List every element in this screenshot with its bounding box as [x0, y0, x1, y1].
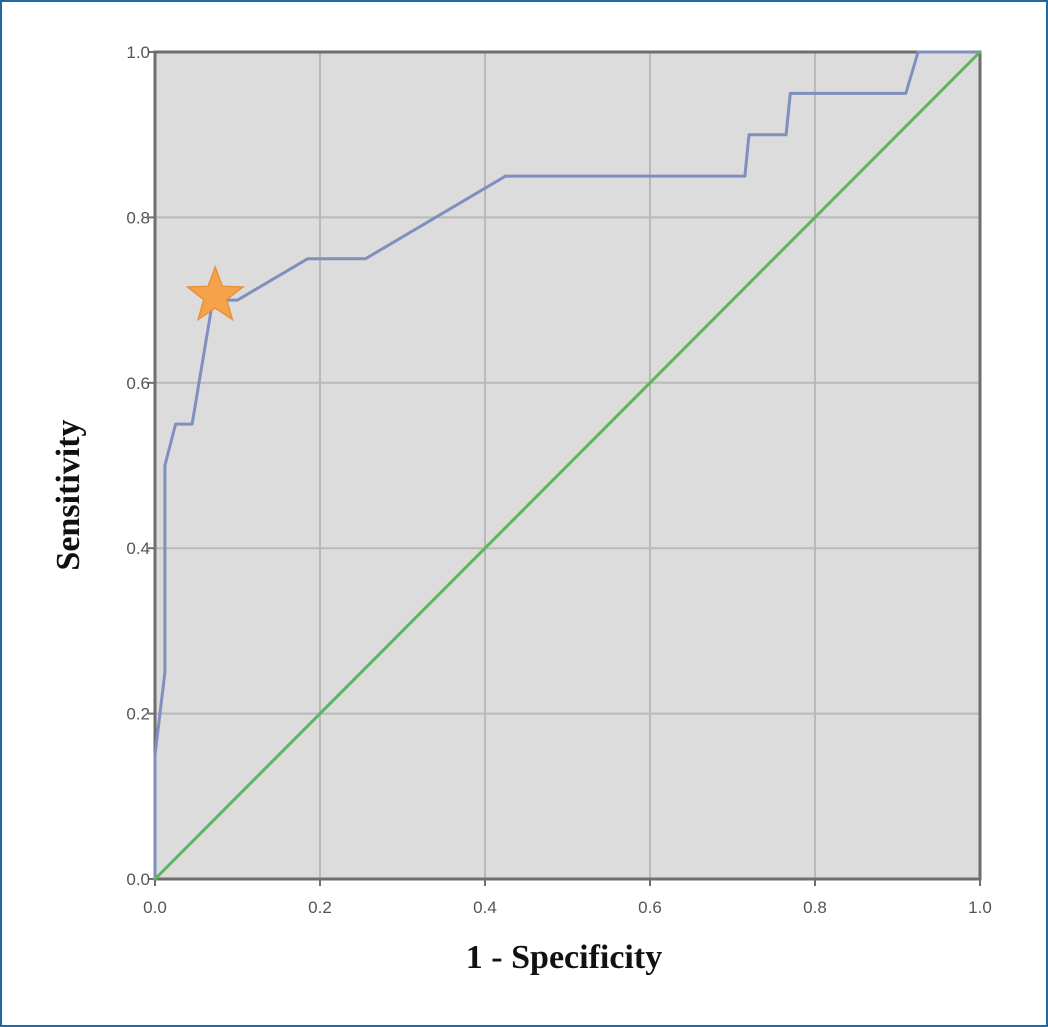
plot-border [153, 50, 982, 881]
x-tick-label: 0.0 [143, 898, 167, 917]
y-tick-labels: 0.0 0.2 0.4 0.6 0.8 1.0 [126, 43, 150, 889]
y-tick-label: 0.6 [126, 374, 150, 393]
series-group [153, 50, 982, 881]
roc-curve-line [153, 50, 982, 881]
optimal-cutoff-star-marker [185, 264, 245, 322]
x-tick-label: 0.2 [308, 898, 332, 917]
y-tick-label: 1.0 [126, 43, 150, 62]
y-tick-label: 0.8 [126, 208, 150, 227]
x-tick-label: 0.8 [803, 898, 827, 917]
y-axis-title: Sensitivity [50, 419, 87, 570]
y-tick-label: 0.0 [126, 870, 150, 889]
x-axis-title: 1 - Specificity [466, 939, 662, 976]
y-tick-label: 0.4 [126, 539, 150, 558]
axes [148, 50, 982, 886]
x-tick-label: 0.4 [473, 898, 497, 917]
reference-diagonal-line [153, 50, 982, 881]
x-tick-label: 0.6 [638, 898, 662, 917]
x-tick-label: 1.0 [968, 898, 992, 917]
y-tick-label: 0.2 [126, 705, 150, 724]
annotation-group [185, 264, 245, 322]
x-tick-labels: 0.0 0.2 0.4 0.6 0.8 1.0 [143, 898, 992, 917]
